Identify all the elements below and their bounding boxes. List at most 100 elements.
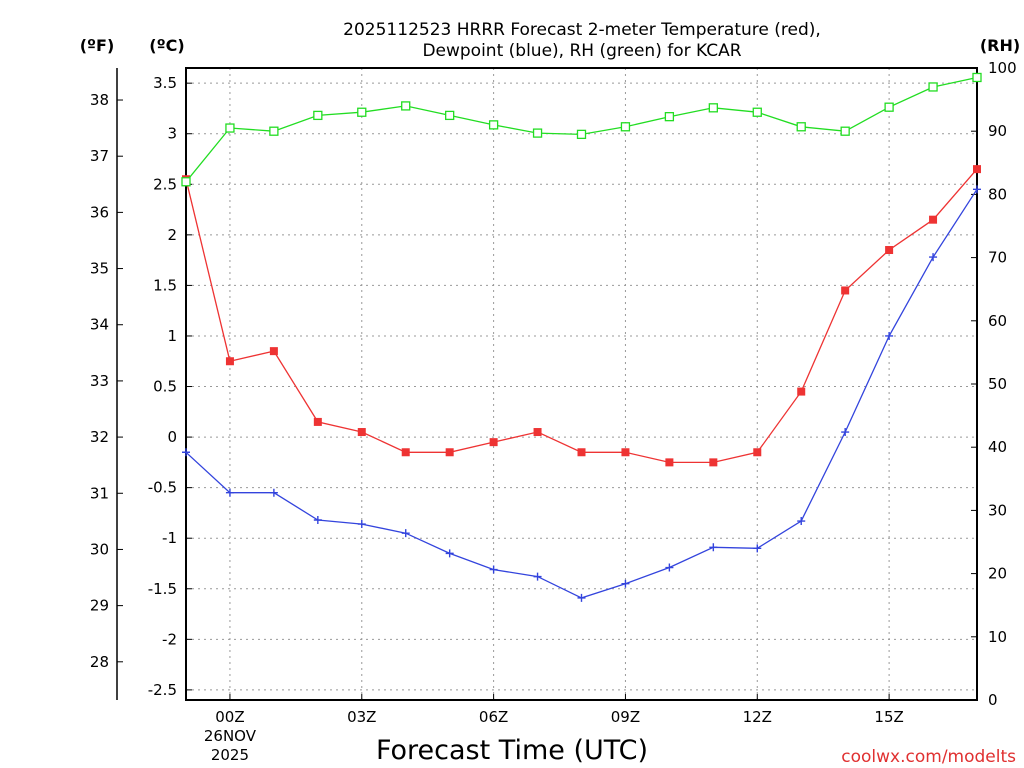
rh-point <box>225 123 235 133</box>
rh-unit-label: (RH) <box>980 36 1020 55</box>
x-tick-label: 09Z <box>611 708 640 726</box>
celsius-tick-label: 0.5 <box>153 378 177 396</box>
temperature-point <box>445 448 454 457</box>
watermark: coolwx.com/modelts <box>841 747 1016 767</box>
temperature-point <box>621 448 630 457</box>
rh-point <box>313 110 323 121</box>
x-tick-label: 12Z <box>743 708 772 726</box>
temperature-point <box>313 417 322 426</box>
fahrenheit-tick-label: 30 <box>90 540 109 558</box>
celsius-unit-label: (ºC) <box>149 36 184 55</box>
rh-tick-label: 70 <box>988 249 1007 267</box>
data-series <box>181 72 982 602</box>
rh-point <box>928 82 938 92</box>
celsius-tick-label: 1.5 <box>153 276 177 294</box>
temperature-point <box>533 428 542 437</box>
rh-tick-label: 50 <box>988 375 1007 393</box>
chart-title-line2: Dewpoint (blue), RH (green) for KCAR <box>422 41 741 61</box>
rh-tick-label: 10 <box>988 628 1007 646</box>
dewpoint-point <box>401 529 410 538</box>
temperature-point <box>709 458 718 467</box>
rh-point <box>620 122 631 132</box>
temperature-point <box>489 438 498 447</box>
rh-tick-label: 30 <box>988 501 1007 519</box>
x-tick-label: 00Z <box>215 708 244 726</box>
dewpoint-point <box>753 544 762 553</box>
dewpoint-point <box>533 572 542 581</box>
temperature-point <box>841 286 850 295</box>
fahrenheit-tick-label: 34 <box>90 316 109 334</box>
rh-tick-label: 100 <box>988 59 1017 77</box>
dewpoint-point <box>841 428 850 437</box>
rh-point <box>664 112 675 122</box>
rh-point <box>884 102 894 112</box>
rh-point <box>576 129 587 140</box>
dewpoint-point <box>973 185 981 194</box>
x-tick-label: 06Z <box>479 708 508 726</box>
dewpoint-point <box>577 593 586 602</box>
temperature-point <box>577 448 586 457</box>
dewpoint-point <box>225 488 234 497</box>
dewpoint-point <box>182 448 190 457</box>
rh-point <box>181 177 191 187</box>
temperature-point <box>973 165 981 174</box>
fahrenheit-tick-label: 28 <box>90 653 109 671</box>
rh-point <box>401 101 411 111</box>
celsius-tick-label: -2.5 <box>148 681 177 699</box>
dewpoint-point <box>313 516 322 525</box>
rh-point <box>269 126 279 136</box>
rh-tick-label: 90 <box>988 122 1007 140</box>
temperature-point <box>797 387 806 396</box>
x-axis-title: Forecast Time (UTC) <box>376 735 648 766</box>
dewpoint-point <box>445 549 454 558</box>
rh-point <box>796 122 806 132</box>
rh-tick-label: 60 <box>988 312 1007 330</box>
celsius-tick-label: 3.5 <box>153 74 177 92</box>
celsius-tick-label: 0 <box>167 428 177 446</box>
rh-point <box>357 107 367 117</box>
rh-point <box>752 107 762 117</box>
rh-point <box>840 126 850 136</box>
dewpoint-point <box>269 488 278 497</box>
temperature-point <box>401 448 410 457</box>
temperature-point <box>269 347 278 356</box>
celsius-tick-label: -1.5 <box>148 580 177 598</box>
rh-tick-label: 80 <box>988 185 1007 203</box>
celsius-tick-label: 3 <box>167 125 177 143</box>
temperature-point <box>753 448 762 457</box>
rh-tick-label: 0 <box>988 691 998 709</box>
dewpoint-point <box>665 563 674 572</box>
rh-point <box>708 103 718 113</box>
celsius-tick-label: -2 <box>162 630 177 648</box>
dewpoint-point <box>929 253 938 262</box>
x-tick-year-label: 2025 <box>211 746 249 764</box>
temperature-point <box>885 246 894 255</box>
fahrenheit-tick-label: 33 <box>90 372 109 390</box>
fahrenheit-tick-label: 36 <box>90 203 109 221</box>
fahrenheit-tick-label: 29 <box>90 597 109 615</box>
fahrenheit-tick-label: 31 <box>90 484 109 502</box>
dewpoint-point <box>489 565 498 574</box>
fahrenheit-tick-label: 38 <box>90 91 109 109</box>
dewpoint-point <box>797 517 806 526</box>
celsius-tick-label: 1 <box>167 327 177 345</box>
dewpoint-point <box>357 520 366 529</box>
dewpoint-point <box>621 579 630 588</box>
celsius-tick-label: 2 <box>167 226 177 244</box>
rh-point <box>445 110 455 121</box>
rh-tick-label: 20 <box>988 565 1007 583</box>
fahrenheit-tick-label: 37 <box>90 147 109 165</box>
dewpoint-point <box>885 331 894 340</box>
rh-tick-label: 40 <box>988 438 1007 456</box>
temperature-point <box>225 357 234 366</box>
celsius-tick-label: 2.5 <box>153 175 177 193</box>
temperature-point <box>357 428 366 437</box>
x-tick-label: 03Z <box>347 708 376 726</box>
rh-point <box>972 72 982 83</box>
chart-title-line1: 2025112523 HRRR Forecast 2-meter Tempera… <box>343 20 821 40</box>
rh-point <box>532 128 543 138</box>
celsius-tick-label: -0.5 <box>148 479 177 497</box>
fahrenheit-tick-label: 35 <box>90 260 109 278</box>
